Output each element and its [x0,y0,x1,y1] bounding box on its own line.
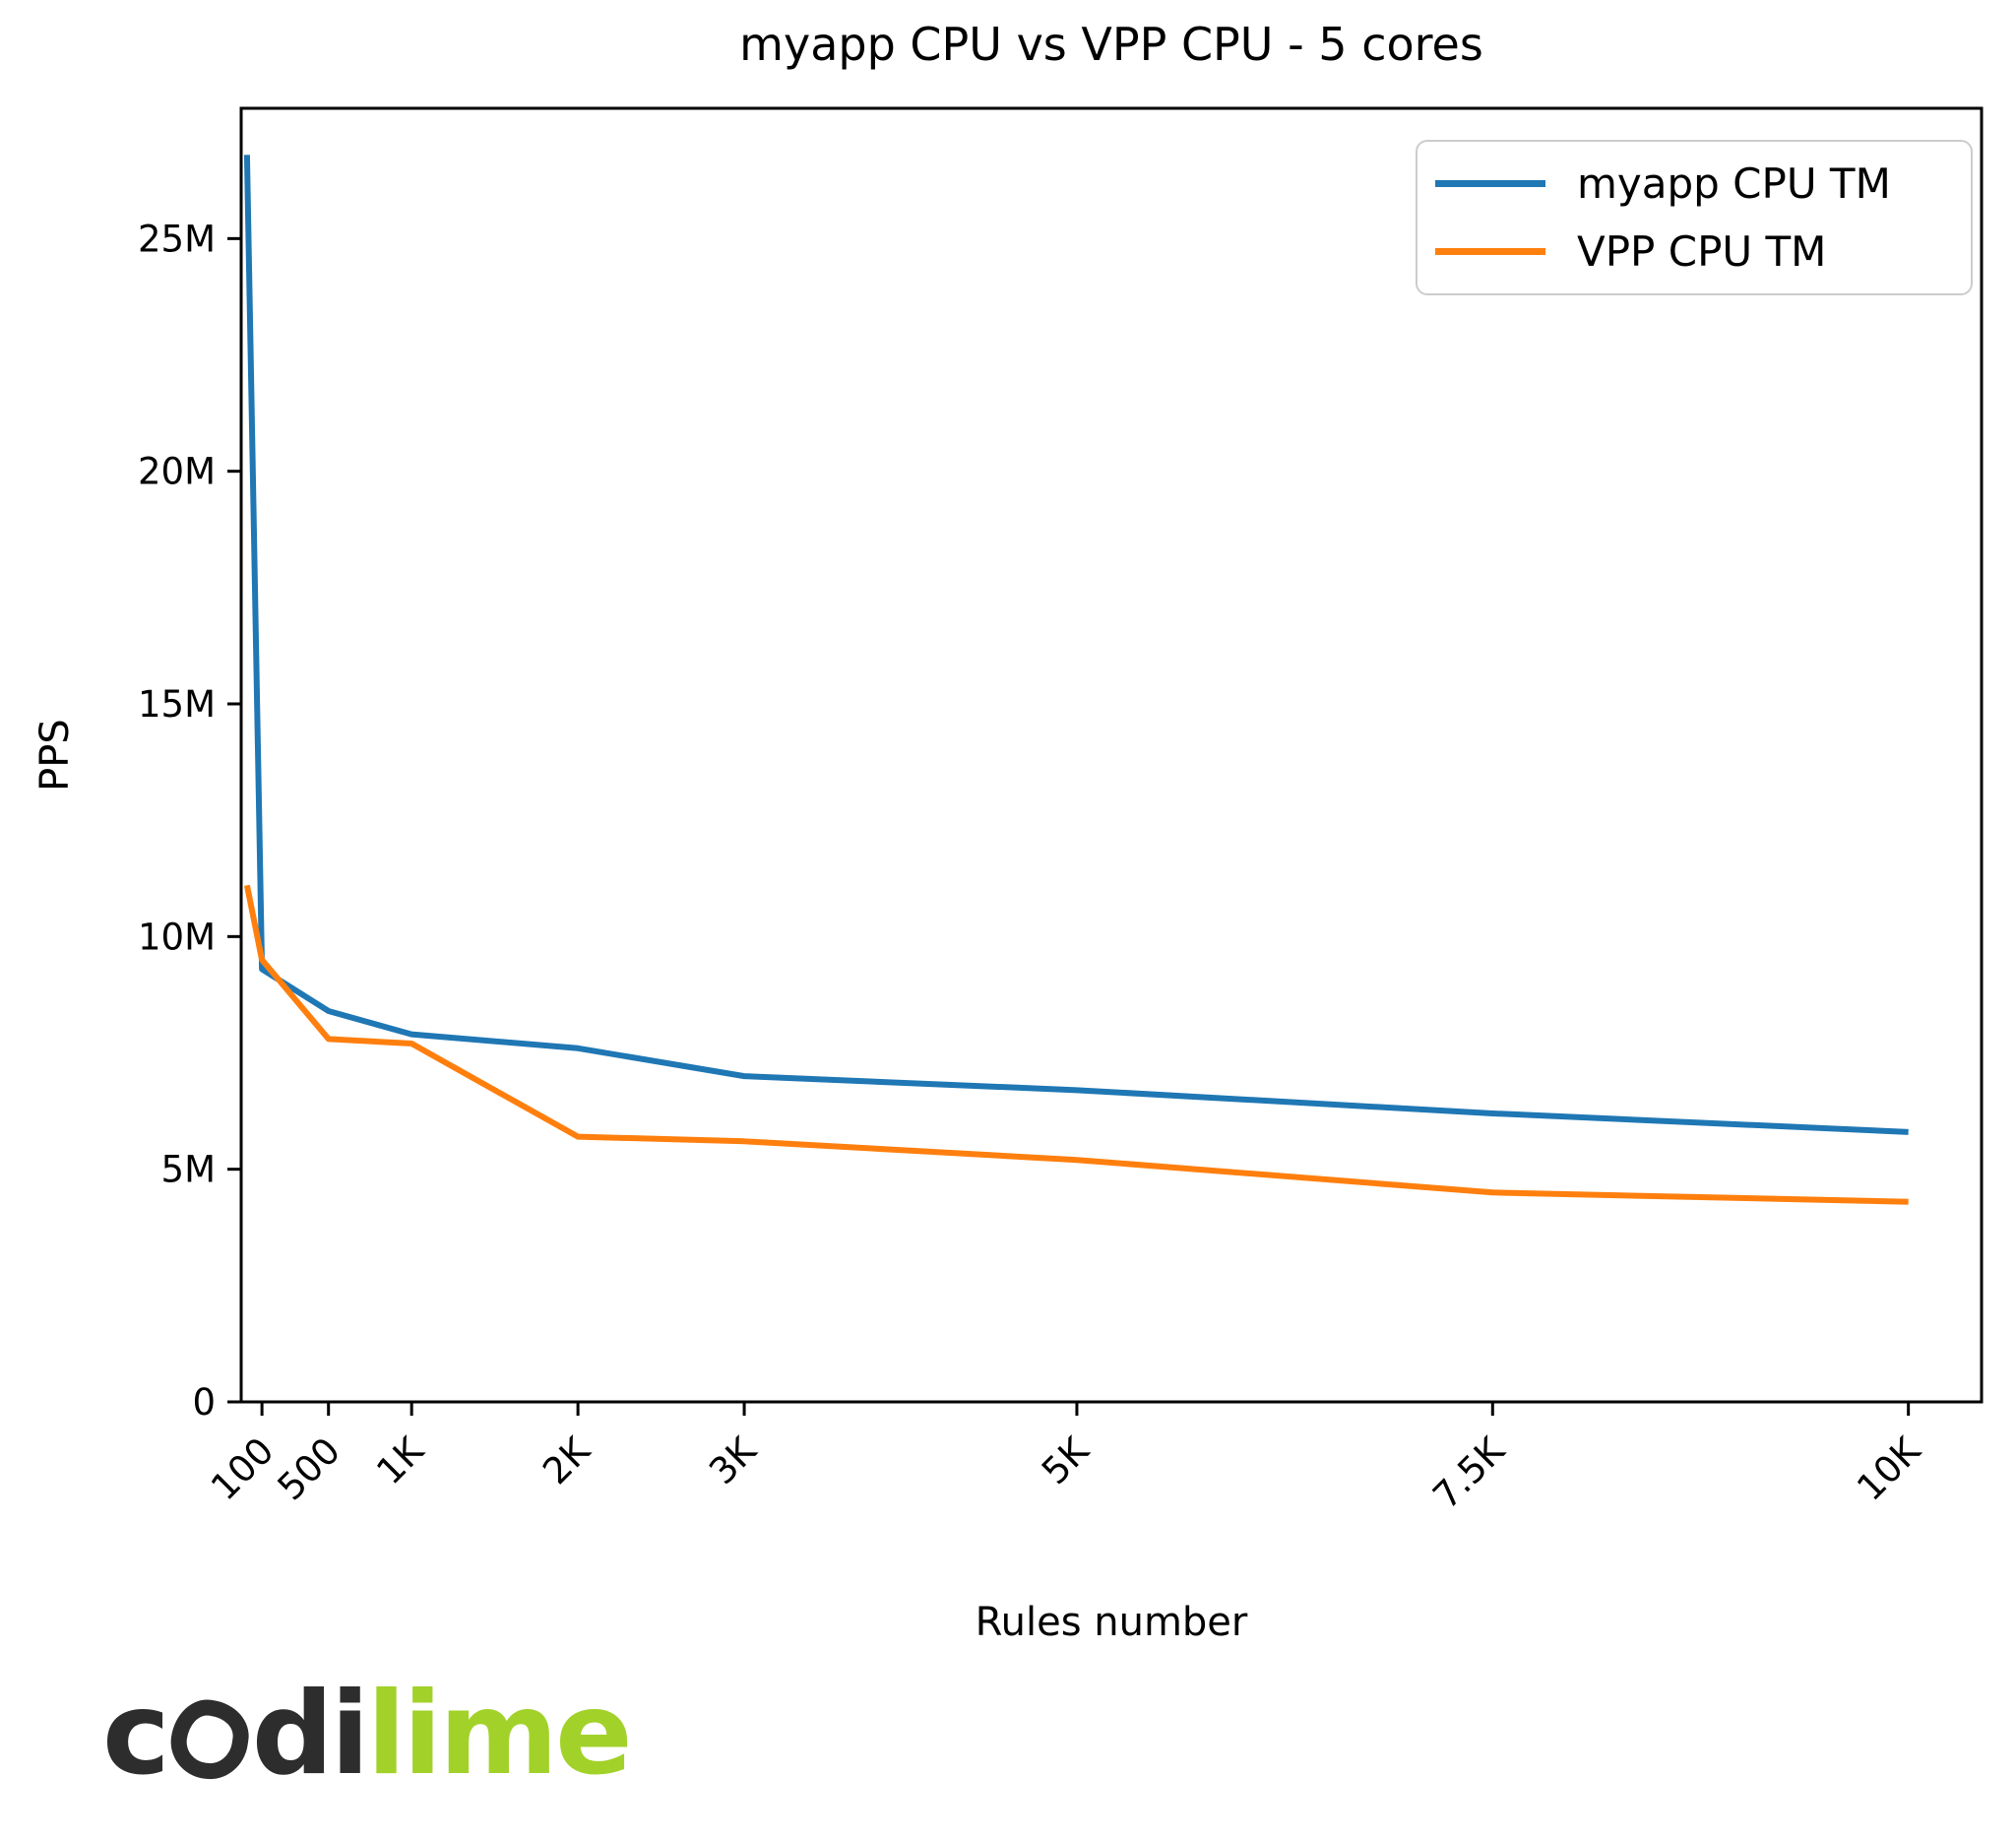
x-tick-label: 7.5K [1424,1428,1513,1517]
x-tick-label: 3K [701,1428,765,1492]
logo-text-di: di [251,1668,370,1801]
legend-label-vpp: VPP CPU TM [1577,227,1827,276]
x-tick-label: 5K [1034,1428,1098,1492]
y-tick-label: 10M [138,916,216,958]
x-axis-label: Rules number [975,1600,1248,1645]
series-line-vpp [243,884,1909,1205]
y-tick-label: 20M [138,451,216,493]
y-axis-label: PPS [32,719,78,792]
logo-lime-slice-icon [165,1694,253,1785]
y-tick-label: 15M [138,683,216,726]
y-tick-label: 25M [138,218,216,260]
logo-text-lime: lime [366,1668,633,1801]
logo-text-c: c [102,1668,170,1801]
x-tick-label: 10K [1849,1428,1929,1509]
y-tick-label: 0 [192,1381,216,1424]
legend-item-myapp: myapp CPU TM [1435,159,1951,208]
legend: myapp CPU TM VPP CPU TM [1416,140,1973,295]
x-tick-label: 2K [535,1428,598,1492]
plot-border [239,106,1984,1404]
legend-label-myapp: myapp CPU TM [1577,159,1891,208]
codilime-logo: c dilime [102,1672,633,1798]
chart-title: myapp CPU vs VPP CPU - 5 cores [739,18,1483,71]
x-tick-label: 1K [368,1428,432,1492]
legend-line-swatch-vpp [1435,248,1545,255]
x-tick-label: 100 [203,1429,282,1508]
x-tick-label: 500 [270,1429,348,1508]
y-tick-label: 5M [161,1149,216,1191]
series-line-myapp [243,155,1909,1135]
legend-line-swatch-myapp [1435,180,1545,187]
legend-item-vpp: VPP CPU TM [1435,227,1951,276]
